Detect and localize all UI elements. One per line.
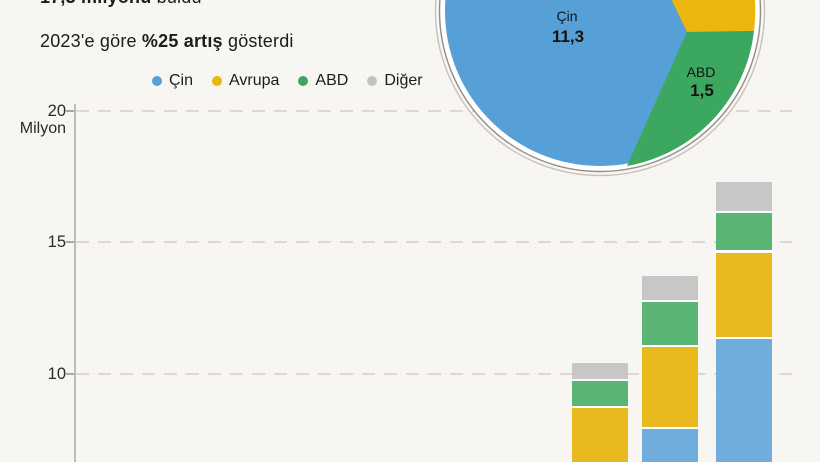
stacked-bar-1 xyxy=(572,362,628,462)
pie-slice-abd xyxy=(627,31,754,166)
bar-3-segment-cin xyxy=(715,339,772,462)
pie-label-abd-value: 1,5 xyxy=(690,81,714,100)
headline-line2-bold: %25 artış xyxy=(141,31,223,51)
bar-2-segment-cin xyxy=(642,428,698,462)
legend-label-cin: Çin xyxy=(169,72,194,89)
legend-label-abd: ABD xyxy=(315,72,349,89)
pie-chart: Çin 11,3 ABD 1,5 xyxy=(434,0,766,177)
headline-line2-suffix: gösterdi xyxy=(222,31,294,51)
stacked-bar-3 xyxy=(715,181,772,462)
pie-label-cin-value: 11,3 xyxy=(552,27,584,46)
pie-label-cin-name: Çin xyxy=(556,8,577,24)
legend-item-cin: Çin xyxy=(152,72,193,90)
legend-dot-avrupa xyxy=(212,76,223,86)
tick-label-20: 20 Milyon xyxy=(10,102,66,137)
legend-dot-abd xyxy=(298,76,309,86)
legend-dot-cin xyxy=(152,76,162,86)
bar-3-segment-abd xyxy=(715,213,772,251)
gridline-20 xyxy=(76,109,792,112)
legend-item-diger: Diğer xyxy=(367,72,423,90)
headline-line2: 2023'e göre %25 artış gösterdi xyxy=(40,31,294,52)
gridline-15 xyxy=(76,241,792,243)
stacked-bar-2 xyxy=(642,276,698,462)
tick-label-15: 15 xyxy=(47,233,66,251)
tick-mark-15 xyxy=(66,241,74,243)
pie-outer-shadow-ring xyxy=(434,0,766,177)
headline-line1-bold: 17,3 milyonu xyxy=(40,0,151,7)
bar-1-segment-avrupa xyxy=(572,407,628,462)
legend-item-abd: ABD xyxy=(298,72,348,90)
bar-1-segment-diger xyxy=(572,362,628,380)
y-axis-unit-label: Milyon xyxy=(19,119,66,137)
headline-line1-rest: buldu xyxy=(151,0,202,7)
tick-mark-20 xyxy=(66,109,74,112)
legend-dot-diger xyxy=(367,76,378,86)
tick-mark-10 xyxy=(66,372,74,375)
pie-slice-avrupa xyxy=(671,0,756,32)
y-axis-line xyxy=(74,104,76,462)
headline-line2-prefix: 2023'e göre xyxy=(40,31,142,51)
pie-white-ring xyxy=(438,0,762,173)
legend-label-avrupa: Avrupa xyxy=(229,72,280,89)
gridline-10 xyxy=(76,372,792,375)
tick-label-10: 10 xyxy=(47,364,66,383)
pie-label-abd-name: ABD xyxy=(687,64,716,80)
bar-2-segment-abd xyxy=(642,302,698,346)
bar-2-segment-diger xyxy=(642,276,698,301)
bar-2-segment-avrupa xyxy=(642,347,698,427)
legend-label-diger: Diğer xyxy=(384,72,423,89)
bar-3-segment-avrupa xyxy=(715,252,772,338)
chart-legend: Çin Avrupa ABD Diğer xyxy=(152,72,423,90)
headline-line1: 17,3 milyonu buldu xyxy=(40,0,202,8)
bar-1-segment-abd xyxy=(572,381,628,406)
bar-3-segment-diger xyxy=(715,181,772,212)
legend-item-avrupa: Avrupa xyxy=(212,72,279,90)
pie-slice-cin xyxy=(445,0,755,166)
